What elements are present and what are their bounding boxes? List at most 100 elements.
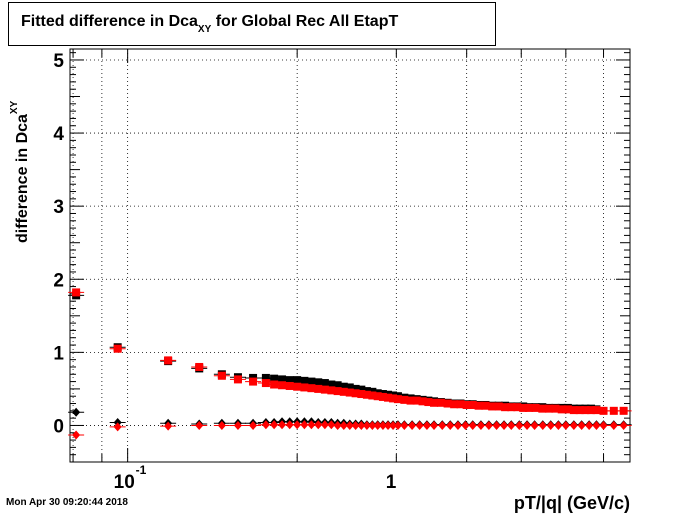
- data-point-diamond: [507, 420, 516, 430]
- data-point-square: [456, 400, 465, 409]
- y-axis-label-text: difference in Dca: [14, 114, 31, 243]
- x-axis-label: pT/|q| (GeV/c): [513, 493, 630, 513]
- data-point-diamond: [530, 420, 539, 430]
- data-point-diamond: [164, 421, 173, 431]
- data-point-square: [393, 395, 402, 404]
- data-point-diamond: [72, 430, 81, 440]
- x-tick-label: 10: [114, 472, 135, 493]
- chart-title-box: Fitted difference in DcaXY for Global Re…: [8, 2, 496, 46]
- data-point-square: [531, 403, 540, 412]
- data-point-diamond: [561, 420, 570, 430]
- data-point-square: [278, 381, 287, 390]
- data-point-square: [619, 406, 628, 415]
- data-point-diamond: [217, 420, 226, 430]
- data-point-square: [351, 389, 360, 398]
- data-point-square: [412, 396, 421, 405]
- data-point-diamond: [430, 420, 439, 430]
- data-point-square: [249, 377, 258, 386]
- plot-frame: [69, 48, 631, 463]
- data-point-square: [327, 380, 336, 389]
- data-point-square: [307, 377, 316, 386]
- y-axis-label: difference in DcaXY: [9, 0, 50, 245]
- data-point-square: [378, 392, 387, 401]
- data-point-square: [551, 404, 560, 413]
- data-point-square: [339, 387, 348, 396]
- data-point-square: [513, 403, 522, 412]
- data-point-square: [468, 400, 477, 409]
- data-point-square: [339, 382, 348, 391]
- y-tick-label: 3: [53, 197, 64, 218]
- timestamp: Mon Apr 30 09:20:44 2018: [6, 497, 128, 508]
- data-point-square: [384, 393, 393, 402]
- data-point-square: [424, 398, 433, 407]
- data-point-square: [72, 288, 81, 297]
- data-point-diamond: [619, 420, 628, 430]
- data-point-square: [327, 386, 336, 395]
- data-point-square: [293, 382, 302, 391]
- y-axis-label-subscript: XY: [9, 100, 20, 115]
- data-point-square: [293, 376, 302, 385]
- data-point-square: [307, 384, 316, 393]
- data-point-square: [436, 398, 445, 407]
- data-point-square: [261, 379, 270, 388]
- data-point-square: [599, 406, 608, 415]
- data-point-square: [314, 384, 323, 393]
- data-point-square: [481, 401, 490, 410]
- data-point-diamond: [261, 420, 270, 430]
- data-point-square: [563, 405, 572, 414]
- data-point-square: [261, 373, 270, 382]
- data-point-diamond: [233, 420, 242, 430]
- data-point-diamond: [195, 420, 204, 430]
- data-point-square: [333, 381, 342, 390]
- data-point-square: [345, 388, 354, 397]
- data-point-diamond: [72, 407, 81, 417]
- x-tick-label: 1: [386, 472, 397, 493]
- data-point-square: [351, 384, 360, 393]
- data-point-diamond: [468, 420, 477, 430]
- data-point-diamond: [599, 420, 608, 430]
- data-point-square: [357, 390, 366, 399]
- chart-title: Fitted difference in DcaXY for Global Re…: [21, 13, 399, 35]
- data-point-diamond: [113, 422, 122, 432]
- data-point-square: [609, 406, 618, 415]
- data-point-square: [333, 387, 342, 396]
- chart-title-suffix: for Global Rec All EtapT: [211, 13, 399, 30]
- data-point-square: [164, 356, 173, 365]
- data-point-square: [285, 381, 294, 390]
- chart-title-subscript: XY: [197, 24, 212, 35]
- data-point-square: [592, 406, 601, 415]
- data-point-square: [362, 390, 371, 399]
- data-point-square: [217, 371, 226, 380]
- data-point-square: [373, 392, 382, 401]
- x-tick-label-exponent: -1: [136, 463, 147, 477]
- data-point-square: [195, 362, 204, 371]
- data-point-diamond: [249, 420, 258, 430]
- data-point-square: [314, 378, 323, 387]
- data-point-square: [389, 394, 398, 403]
- data-point-square: [345, 383, 354, 392]
- y-tick-label: 2: [53, 270, 64, 291]
- y-tick-label: 0: [53, 416, 64, 437]
- y-tick-label: 1: [53, 343, 64, 364]
- data-point-square: [494, 402, 503, 411]
- data-point-square: [300, 383, 309, 392]
- data-point-square: [233, 375, 242, 384]
- data-point-square: [278, 375, 287, 384]
- data-point-square: [320, 379, 329, 388]
- y-tick-label: 4: [53, 124, 64, 145]
- y-tick-label: 5: [53, 51, 64, 72]
- data-point-diamond: [609, 420, 618, 430]
- data-point-square: [270, 374, 279, 383]
- data-point-square: [418, 397, 427, 406]
- data-point-square: [368, 391, 377, 400]
- data-point-diamond: [327, 420, 336, 430]
- data-point-square: [357, 385, 366, 394]
- data-point-square: [400, 395, 409, 404]
- data-point-square: [443, 399, 452, 408]
- data-point-square: [300, 376, 309, 385]
- data-point-square: [320, 385, 329, 394]
- data-point-square: [113, 344, 122, 353]
- data-point-square: [270, 380, 279, 389]
- chart-title-main: Fitted difference in Dca: [21, 13, 198, 30]
